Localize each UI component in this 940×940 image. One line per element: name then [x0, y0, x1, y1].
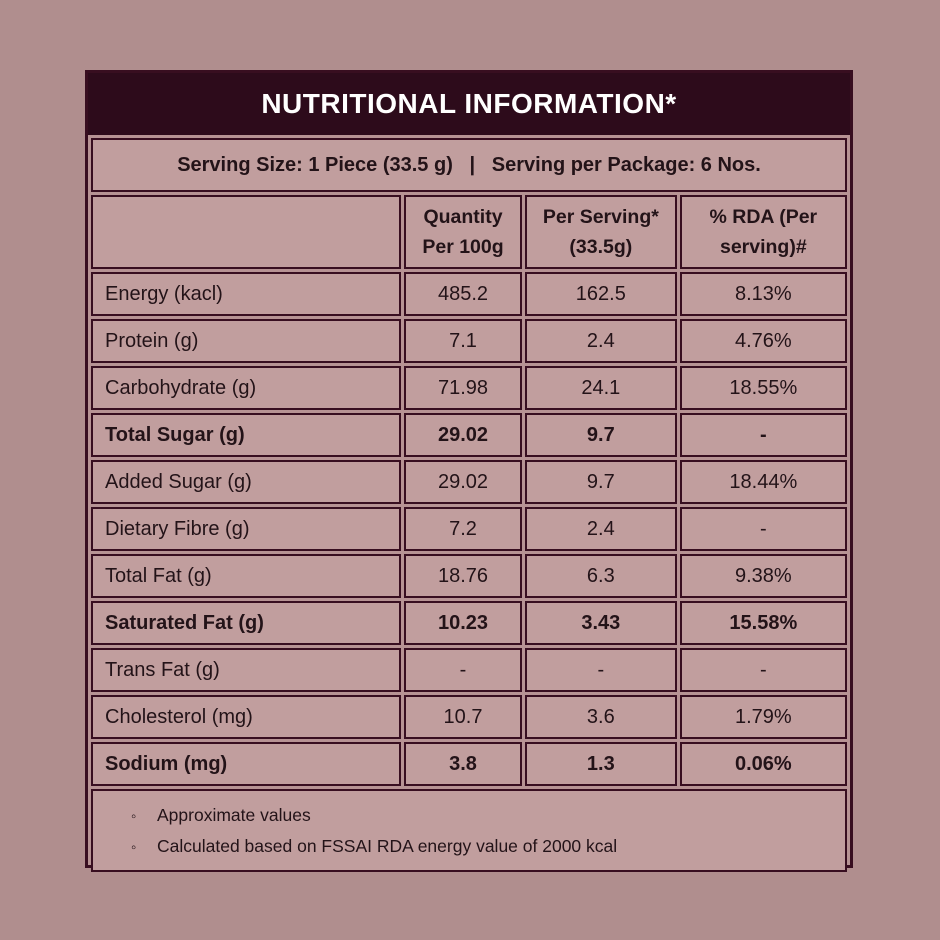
- table-row: Energy (kacl) 485.2 162.5 8.13%: [91, 272, 847, 316]
- footnote-text: Calculated based on FSSAI RDA energy val…: [157, 835, 618, 856]
- table-row: Added Sugar (g) 29.02 9.7 18.44%: [91, 460, 847, 504]
- column-header-blank: [91, 195, 401, 269]
- serving-size-line: Serving Size: 1 Piece (33.5 g) | Serving…: [91, 138, 847, 192]
- table-row: Trans Fat (g) - - -: [91, 648, 847, 692]
- table-row: Cholesterol (mg) 10.7 3.6 1.79%: [91, 695, 847, 739]
- table-row: Total Fat (g) 18.76 6.3 9.38%: [91, 554, 847, 598]
- value-per-serving: 2.4: [525, 319, 677, 363]
- table-row: Protein (g) 7.1 2.4 4.76%: [91, 319, 847, 363]
- value-rda: 18.55%: [679, 366, 847, 410]
- nutrition-table: Quantity Per 100g Per Serving* (33.5g) %…: [88, 192, 850, 789]
- nutrient-label: Cholesterol (mg): [91, 695, 401, 739]
- nutrient-label: Carbohydrate (g): [91, 366, 401, 410]
- value-rda: 8.13%: [679, 272, 847, 316]
- table-row: Dietary Fibre (g) 7.2 2.4-: [91, 507, 847, 551]
- value-rda: 1.79%: [679, 695, 847, 739]
- table-row: Carbohydrate (g) 71.98 24.1 18.55%: [91, 366, 847, 410]
- value-per-100g: 7.1: [404, 319, 523, 363]
- value-per-100g: 18.76: [404, 554, 523, 598]
- value-rda: 18.44%: [679, 460, 847, 504]
- value-per-100g: 29.02: [404, 413, 523, 457]
- value-per-serving: 9.7: [525, 460, 677, 504]
- table-header-row: Quantity Per 100g Per Serving* (33.5g) %…: [91, 195, 847, 269]
- table-row: Total Sugar (g) 29.02 9.7-: [91, 413, 847, 457]
- nutrient-label: Dietary Fibre (g): [91, 507, 401, 551]
- table-row: Sodium (mg) 3.8 1.3 0.06%: [91, 742, 847, 786]
- bullet-icon: ◦: [131, 838, 137, 856]
- nutrient-label: Total Sugar (g): [91, 413, 401, 457]
- value-per-serving: 9.7: [525, 413, 677, 457]
- value-rda: 9.38%: [679, 554, 847, 598]
- nutrient-label: Added Sugar (g): [91, 460, 401, 504]
- footnote-line: ◦ Calculated based on FSSAI RDA energy va…: [131, 831, 845, 862]
- value-rda: 0.06%: [679, 742, 847, 786]
- value-per-serving: 3.6: [525, 695, 677, 739]
- value-per-serving: 2.4: [525, 507, 677, 551]
- column-header-rda: % RDA (Per serving)#: [679, 195, 847, 269]
- value-per-100g: 485.2: [404, 272, 523, 316]
- nutrient-label: Sodium (mg): [91, 742, 401, 786]
- value-rda: -: [679, 507, 847, 551]
- value-rda: -: [679, 648, 847, 692]
- value-per-serving: 162.5: [525, 272, 677, 316]
- nutrient-label: Energy (kacl): [91, 272, 401, 316]
- value-rda: 4.76%: [679, 319, 847, 363]
- value-rda: -: [679, 413, 847, 457]
- nutrient-label: Saturated Fat (g): [91, 601, 401, 645]
- nutrition-title: NUTRITIONAL INFORMATION*: [88, 73, 850, 135]
- value-per-serving: 1.3: [525, 742, 677, 786]
- table-row: Saturated Fat (g) 10.23 3.43 15.58%: [91, 601, 847, 645]
- value-per-100g: -: [404, 648, 523, 692]
- value-per-serving: 6.3: [525, 554, 677, 598]
- bullet-icon: ◦: [131, 808, 137, 825]
- value-per-100g: 3.8: [404, 742, 523, 786]
- value-per-100g: 10.7: [404, 695, 523, 739]
- value-per-100g: 29.02: [404, 460, 523, 504]
- value-per-100g: 71.98: [404, 366, 523, 410]
- column-header-per-100g: Quantity Per 100g: [404, 195, 523, 269]
- nutrient-label: Trans Fat (g): [91, 648, 401, 692]
- value-per-serving: -: [525, 648, 677, 692]
- column-header-per-serving: Per Serving* (33.5g): [525, 195, 677, 269]
- value-rda: 15.58%: [679, 601, 847, 645]
- footnote-line: ◦ Approximate values: [131, 800, 845, 831]
- footnote-text: Approximate values: [157, 805, 311, 825]
- value-per-100g: 7.2: [404, 507, 523, 551]
- value-per-serving: 3.43: [525, 601, 677, 645]
- footnotes-box: ◦ Approximate values ◦ Calculated based on …: [91, 789, 847, 873]
- nutrient-label: Protein (g): [91, 319, 401, 363]
- nutrition-label-panel: NUTRITIONAL INFORMATION* Serving Size: 1…: [85, 70, 853, 873]
- value-per-serving: 24.1: [525, 366, 677, 410]
- value-per-100g: 10.23: [404, 601, 523, 645]
- nutrient-label: Total Fat (g): [91, 554, 401, 598]
